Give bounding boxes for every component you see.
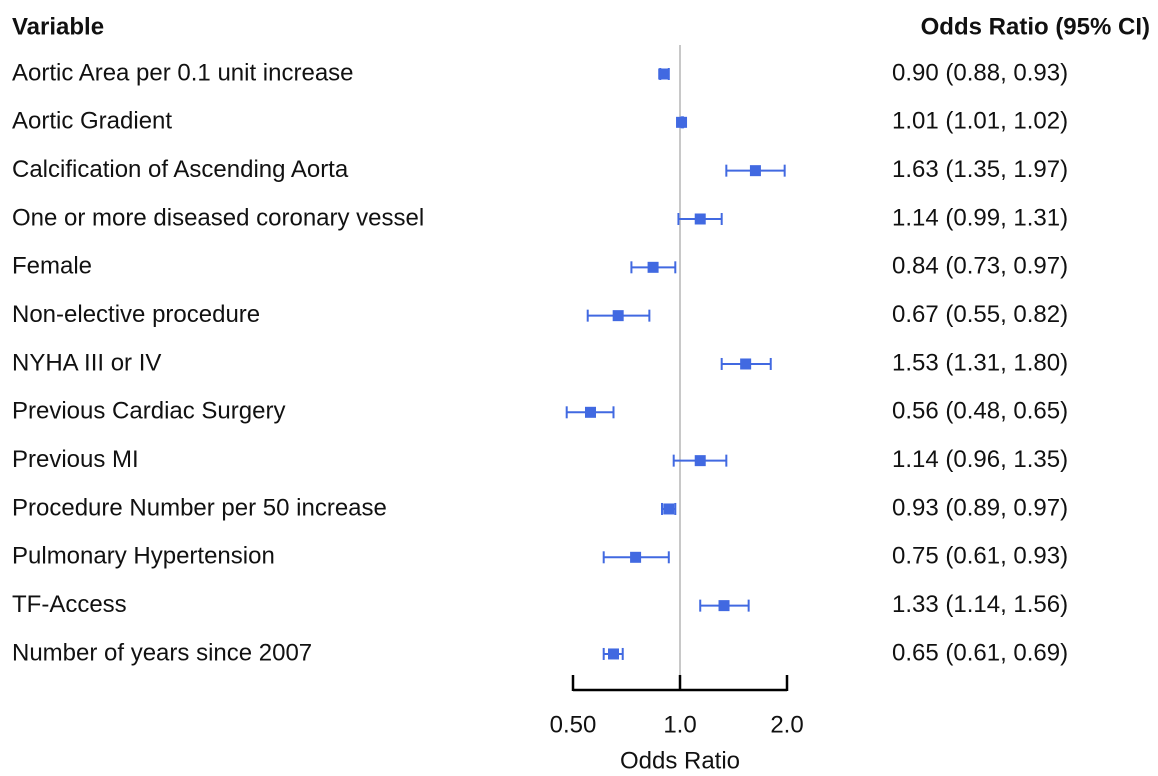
- value-label: 0.93 (0.89, 0.97): [892, 494, 1068, 521]
- value-label: 1.01 (1.01, 1.02): [892, 108, 1068, 135]
- column-header: Variable: [12, 13, 104, 40]
- x-tick-label: 0.50: [550, 711, 597, 738]
- point-estimate: [676, 116, 688, 128]
- value-label: 0.56 (0.48, 0.65): [892, 398, 1068, 425]
- point-estimate: [749, 165, 761, 177]
- variable-label: Female: [12, 253, 92, 280]
- value-label: 1.33 (1.14, 1.56): [892, 591, 1068, 618]
- point-estimate: [694, 213, 706, 225]
- value-label: 1.63 (1.35, 1.97): [892, 156, 1068, 183]
- column-header: Odds Ratio (95% CI): [921, 13, 1150, 40]
- point-estimate: [612, 310, 624, 322]
- value-label: 0.90 (0.88, 0.93): [892, 59, 1068, 86]
- point-estimate: [630, 551, 642, 563]
- point-estimate: [694, 455, 706, 467]
- variable-label: Previous Cardiac Surgery: [12, 398, 285, 425]
- value-label: 1.53 (1.31, 1.80): [892, 349, 1068, 376]
- x-tick-label: 2.0: [770, 711, 803, 738]
- point-estimate: [658, 68, 670, 80]
- point-estimate: [608, 648, 620, 660]
- value-label: 0.84 (0.73, 0.97): [892, 253, 1068, 280]
- variable-label: TF-Access: [12, 591, 127, 618]
- value-label: 0.67 (0.55, 0.82): [892, 301, 1068, 328]
- variable-label: Aortic Area per 0.1 unit increase: [12, 59, 354, 86]
- variable-label: One or more diseased coronary vessel: [12, 204, 424, 231]
- value-label: 1.14 (0.99, 1.31): [892, 204, 1068, 231]
- x-tick-label: 1.0: [663, 711, 696, 738]
- variable-label: Procedure Number per 50 increase: [12, 494, 387, 521]
- value-label: 0.75 (0.61, 0.93): [892, 543, 1068, 570]
- point-estimate: [663, 503, 675, 515]
- variable-label: Previous MI: [12, 446, 139, 473]
- point-estimate: [584, 406, 596, 418]
- variable-label: Number of years since 2007: [12, 639, 312, 666]
- variable-label: Pulmonary Hypertension: [12, 543, 275, 570]
- variable-label: Aortic Gradient: [12, 108, 172, 135]
- variable-label: Calcification of Ascending Aorta: [12, 156, 349, 183]
- value-label: 1.14 (0.96, 1.35): [892, 446, 1068, 473]
- variable-label: NYHA III or IV: [12, 349, 161, 376]
- value-label: 0.65 (0.61, 0.69): [892, 639, 1068, 666]
- point-estimate: [647, 261, 659, 273]
- point-estimate: [740, 358, 752, 370]
- x-axis-label: Odds Ratio: [620, 747, 740, 774]
- variable-label: Non-elective procedure: [12, 301, 260, 328]
- point-estimate: [718, 600, 730, 612]
